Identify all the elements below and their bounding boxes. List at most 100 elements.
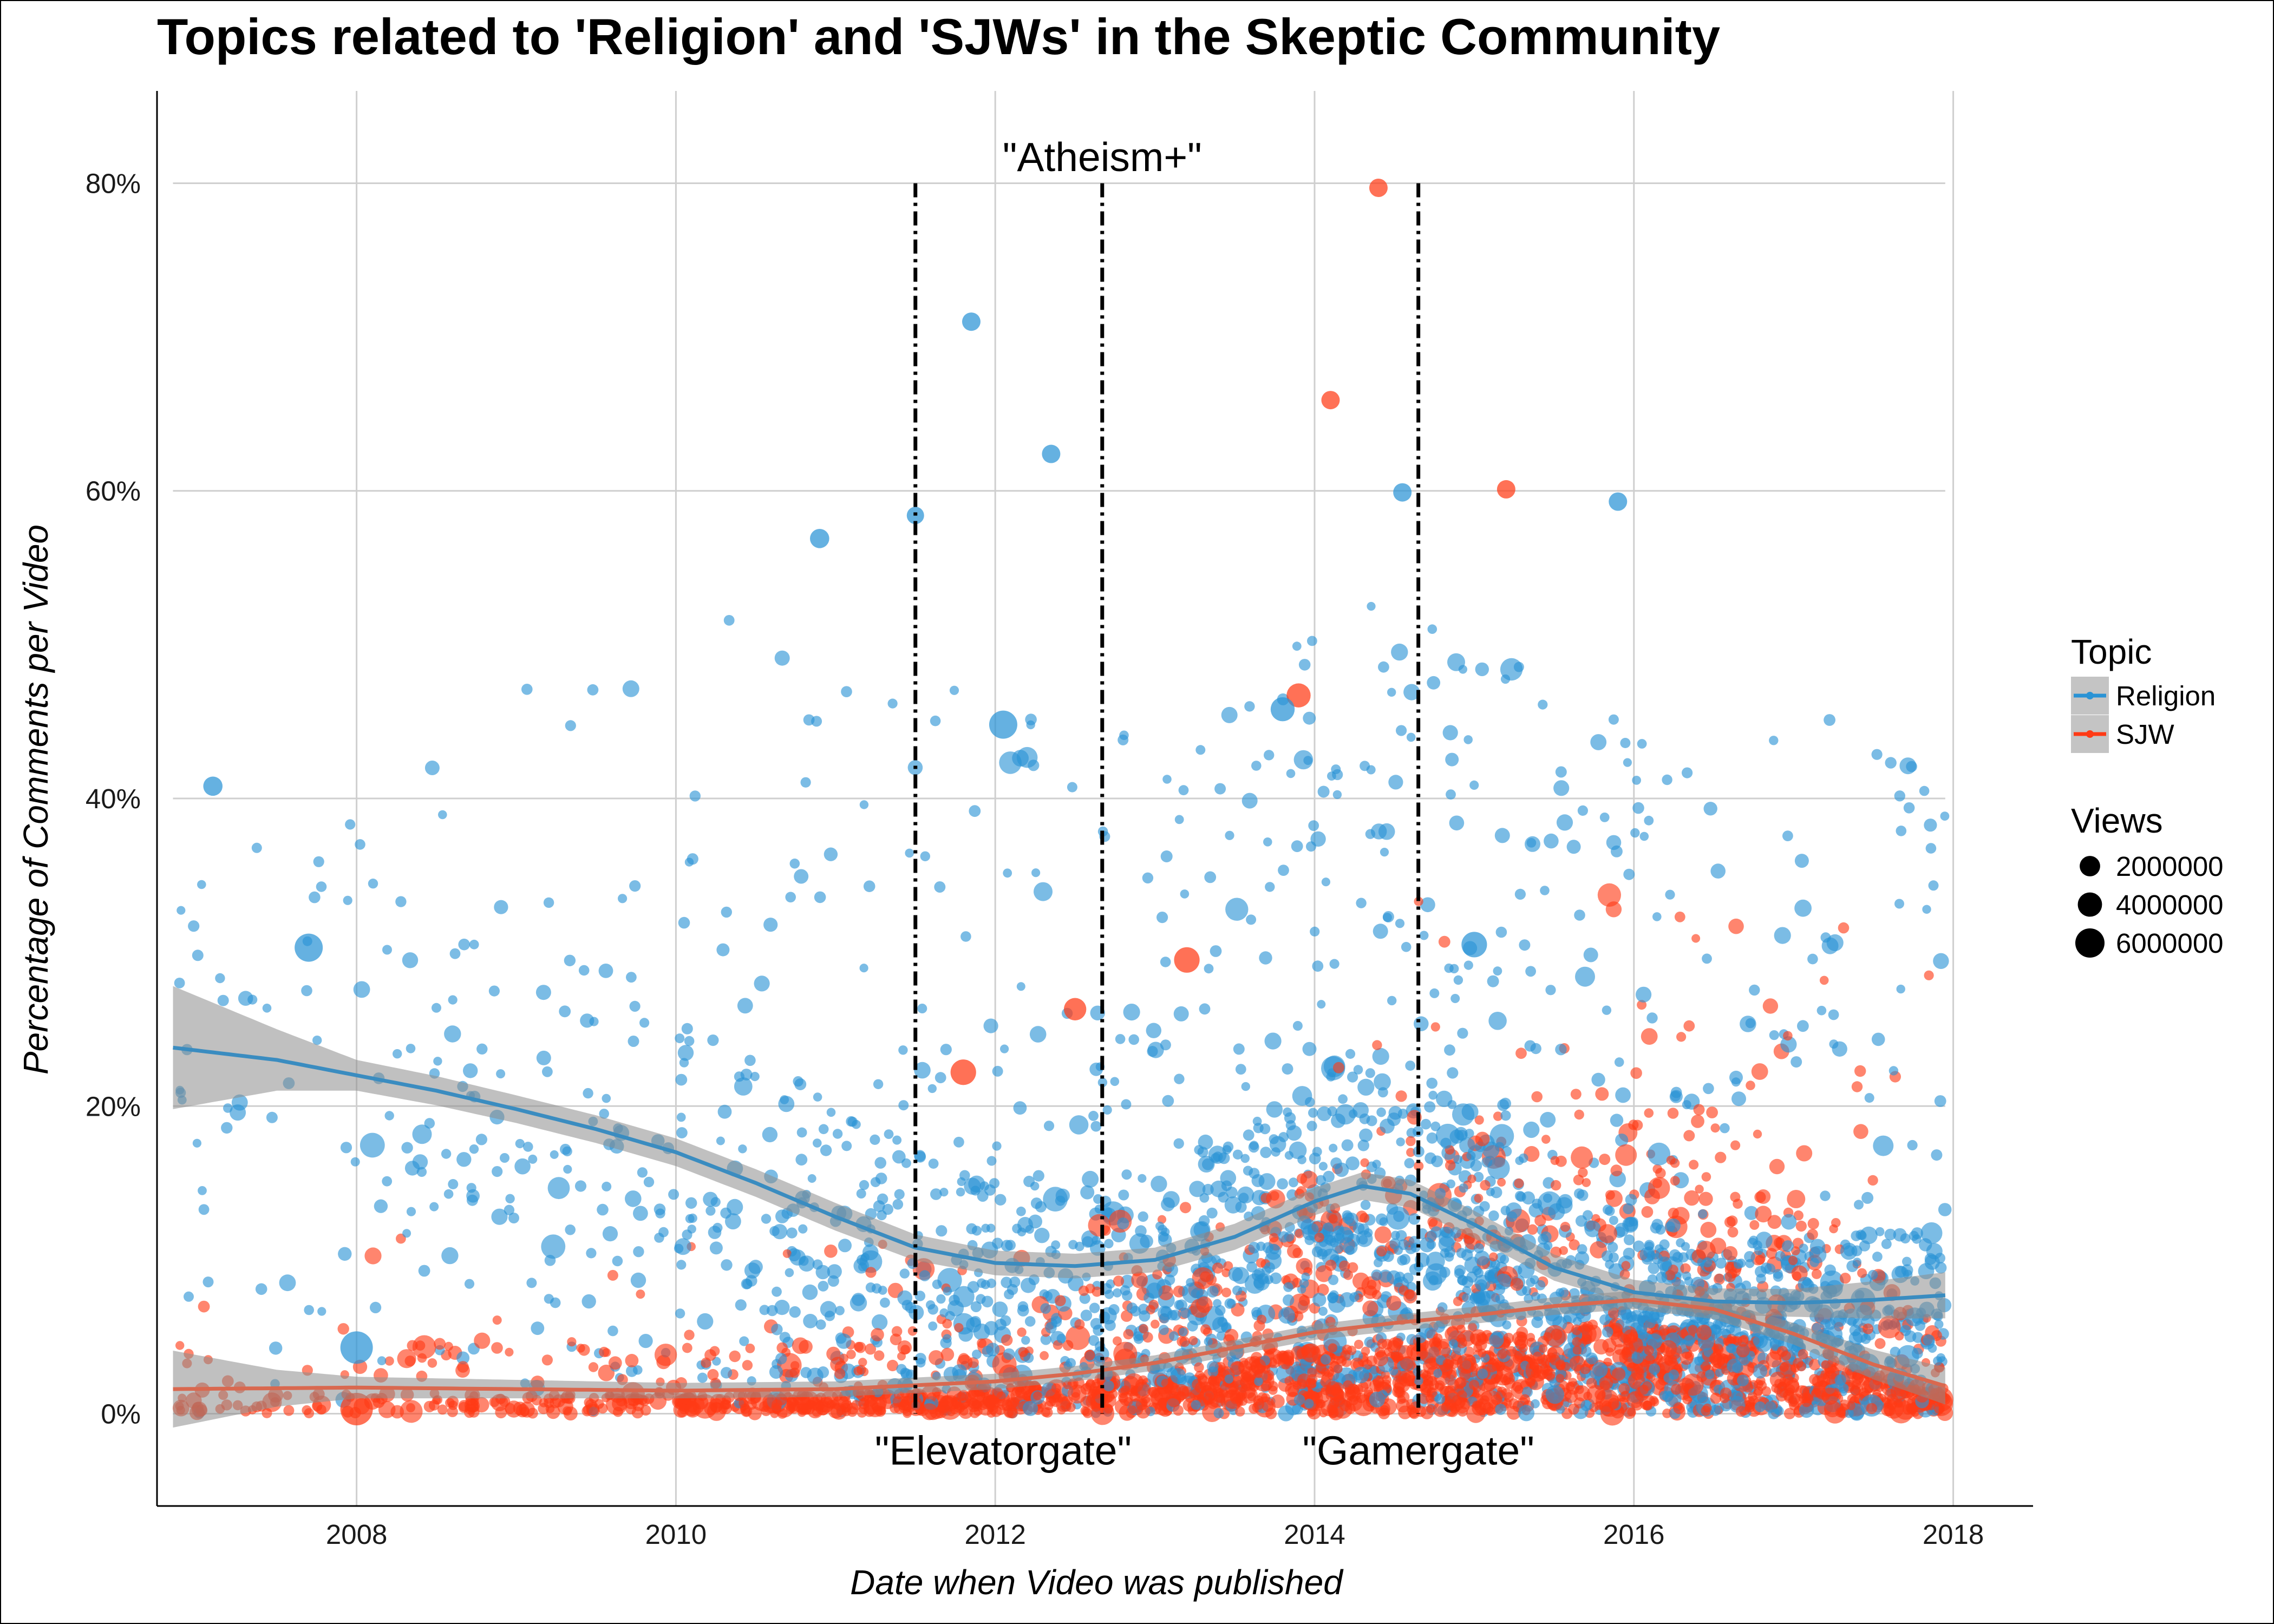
religion-point bbox=[1439, 1236, 1455, 1252]
religion-point bbox=[1832, 1042, 1847, 1057]
religion-point bbox=[871, 1177, 881, 1187]
religion-point bbox=[607, 1326, 618, 1337]
religion-point bbox=[1828, 1010, 1839, 1020]
religion-point bbox=[803, 715, 815, 726]
sjw-point bbox=[1386, 1295, 1401, 1311]
sjw-point bbox=[1491, 1394, 1502, 1405]
religion-point bbox=[1590, 734, 1606, 750]
sjw-point bbox=[1746, 1081, 1755, 1090]
religion-point bbox=[1487, 975, 1499, 987]
religion-point bbox=[1367, 1115, 1377, 1126]
religion-point bbox=[385, 1111, 394, 1120]
religion-point bbox=[1922, 905, 1931, 914]
religion-point bbox=[1733, 1391, 1743, 1400]
sjw-point bbox=[1778, 1381, 1787, 1391]
sjw-point bbox=[1714, 1274, 1725, 1285]
religion-point bbox=[1906, 761, 1917, 772]
religion-point bbox=[1868, 1270, 1878, 1280]
religion-point bbox=[676, 1127, 688, 1138]
religion-point bbox=[986, 1343, 999, 1356]
sjw-point bbox=[1934, 1404, 1944, 1413]
religion-point bbox=[710, 1241, 723, 1254]
religion-point bbox=[1500, 658, 1522, 680]
religion-point bbox=[1204, 964, 1214, 973]
religion-point bbox=[1861, 1192, 1873, 1204]
religion-point bbox=[813, 1138, 822, 1148]
religion-point bbox=[1632, 1352, 1643, 1364]
religion-point bbox=[203, 1276, 214, 1287]
religion-point bbox=[1495, 828, 1510, 843]
religion-point bbox=[1284, 1112, 1296, 1124]
religion-point bbox=[1646, 1012, 1657, 1023]
sjw-point bbox=[1512, 1331, 1527, 1346]
religion-point bbox=[934, 881, 945, 893]
religion-point bbox=[1407, 733, 1416, 742]
religion-point bbox=[1383, 911, 1394, 922]
religion-point bbox=[960, 931, 971, 942]
religion-point bbox=[1681, 1242, 1690, 1250]
religion-point bbox=[1283, 1282, 1293, 1292]
sjw-point bbox=[599, 1347, 609, 1357]
sjw-point bbox=[1694, 1104, 1705, 1115]
sjw-point bbox=[1506, 1346, 1517, 1357]
sjw-point bbox=[1456, 1354, 1476, 1374]
religion-point bbox=[450, 948, 461, 959]
religion-point bbox=[1915, 1320, 1926, 1331]
sjw-point bbox=[1297, 1174, 1307, 1184]
sjw-point bbox=[958, 1404, 973, 1419]
religion-point bbox=[1632, 802, 1644, 814]
religion-point bbox=[1462, 1293, 1471, 1302]
religion-point bbox=[521, 684, 533, 695]
religion-point bbox=[1523, 1122, 1539, 1138]
religion-point bbox=[1445, 753, 1459, 767]
religion-point bbox=[1108, 1304, 1119, 1315]
sjw-point bbox=[1744, 1396, 1755, 1407]
religion-point bbox=[1940, 811, 1950, 821]
religion-point bbox=[494, 900, 508, 914]
religion-point bbox=[1380, 848, 1389, 856]
religion-point bbox=[586, 1248, 596, 1258]
sjw-point bbox=[1624, 1407, 1636, 1419]
religion-point bbox=[1840, 1243, 1858, 1260]
sjw-point bbox=[1623, 1343, 1635, 1355]
religion-point bbox=[402, 1229, 411, 1237]
sjw-point bbox=[1730, 1141, 1740, 1150]
religion-point bbox=[1782, 830, 1793, 841]
religion-point bbox=[1873, 1136, 1893, 1156]
religion-point bbox=[940, 1044, 952, 1055]
religion-point bbox=[1378, 662, 1389, 673]
religion-point bbox=[1329, 1144, 1337, 1152]
religion-point bbox=[1454, 1268, 1465, 1279]
religion-point bbox=[1293, 1021, 1303, 1031]
sjw-point bbox=[1241, 1366, 1256, 1381]
religion-point bbox=[1030, 1026, 1047, 1043]
religion-point bbox=[1342, 1140, 1354, 1151]
religion-point bbox=[1591, 1073, 1605, 1086]
religion-point bbox=[1174, 1006, 1189, 1021]
y-tick-label: 20% bbox=[86, 1091, 141, 1122]
religion-point bbox=[1286, 769, 1296, 778]
sjw-point bbox=[682, 1343, 692, 1353]
sjw-point bbox=[1515, 1047, 1527, 1059]
sjw-point bbox=[1572, 1337, 1582, 1347]
sjw-point bbox=[1683, 1130, 1695, 1141]
sjw-point bbox=[1812, 1389, 1821, 1398]
sjw-point bbox=[941, 1348, 955, 1361]
sjw-point bbox=[1720, 1393, 1729, 1403]
religion-point bbox=[1104, 1239, 1113, 1248]
religion-point bbox=[1253, 1274, 1270, 1291]
religion-point bbox=[1291, 840, 1303, 852]
sjw-point bbox=[1478, 1348, 1486, 1357]
religion-point bbox=[263, 1004, 272, 1013]
religion-point bbox=[1242, 793, 1258, 809]
religion-point bbox=[1435, 1394, 1445, 1404]
religion-point bbox=[872, 1314, 887, 1330]
religion-point bbox=[999, 751, 1022, 774]
religion-point bbox=[738, 1144, 747, 1153]
religion-point bbox=[580, 1013, 594, 1027]
religion-point bbox=[838, 1239, 852, 1252]
sjw-point bbox=[1802, 1398, 1812, 1407]
religion-point bbox=[1159, 1313, 1169, 1324]
sjw-point bbox=[1551, 1180, 1561, 1190]
sjw-point bbox=[1574, 1110, 1584, 1119]
